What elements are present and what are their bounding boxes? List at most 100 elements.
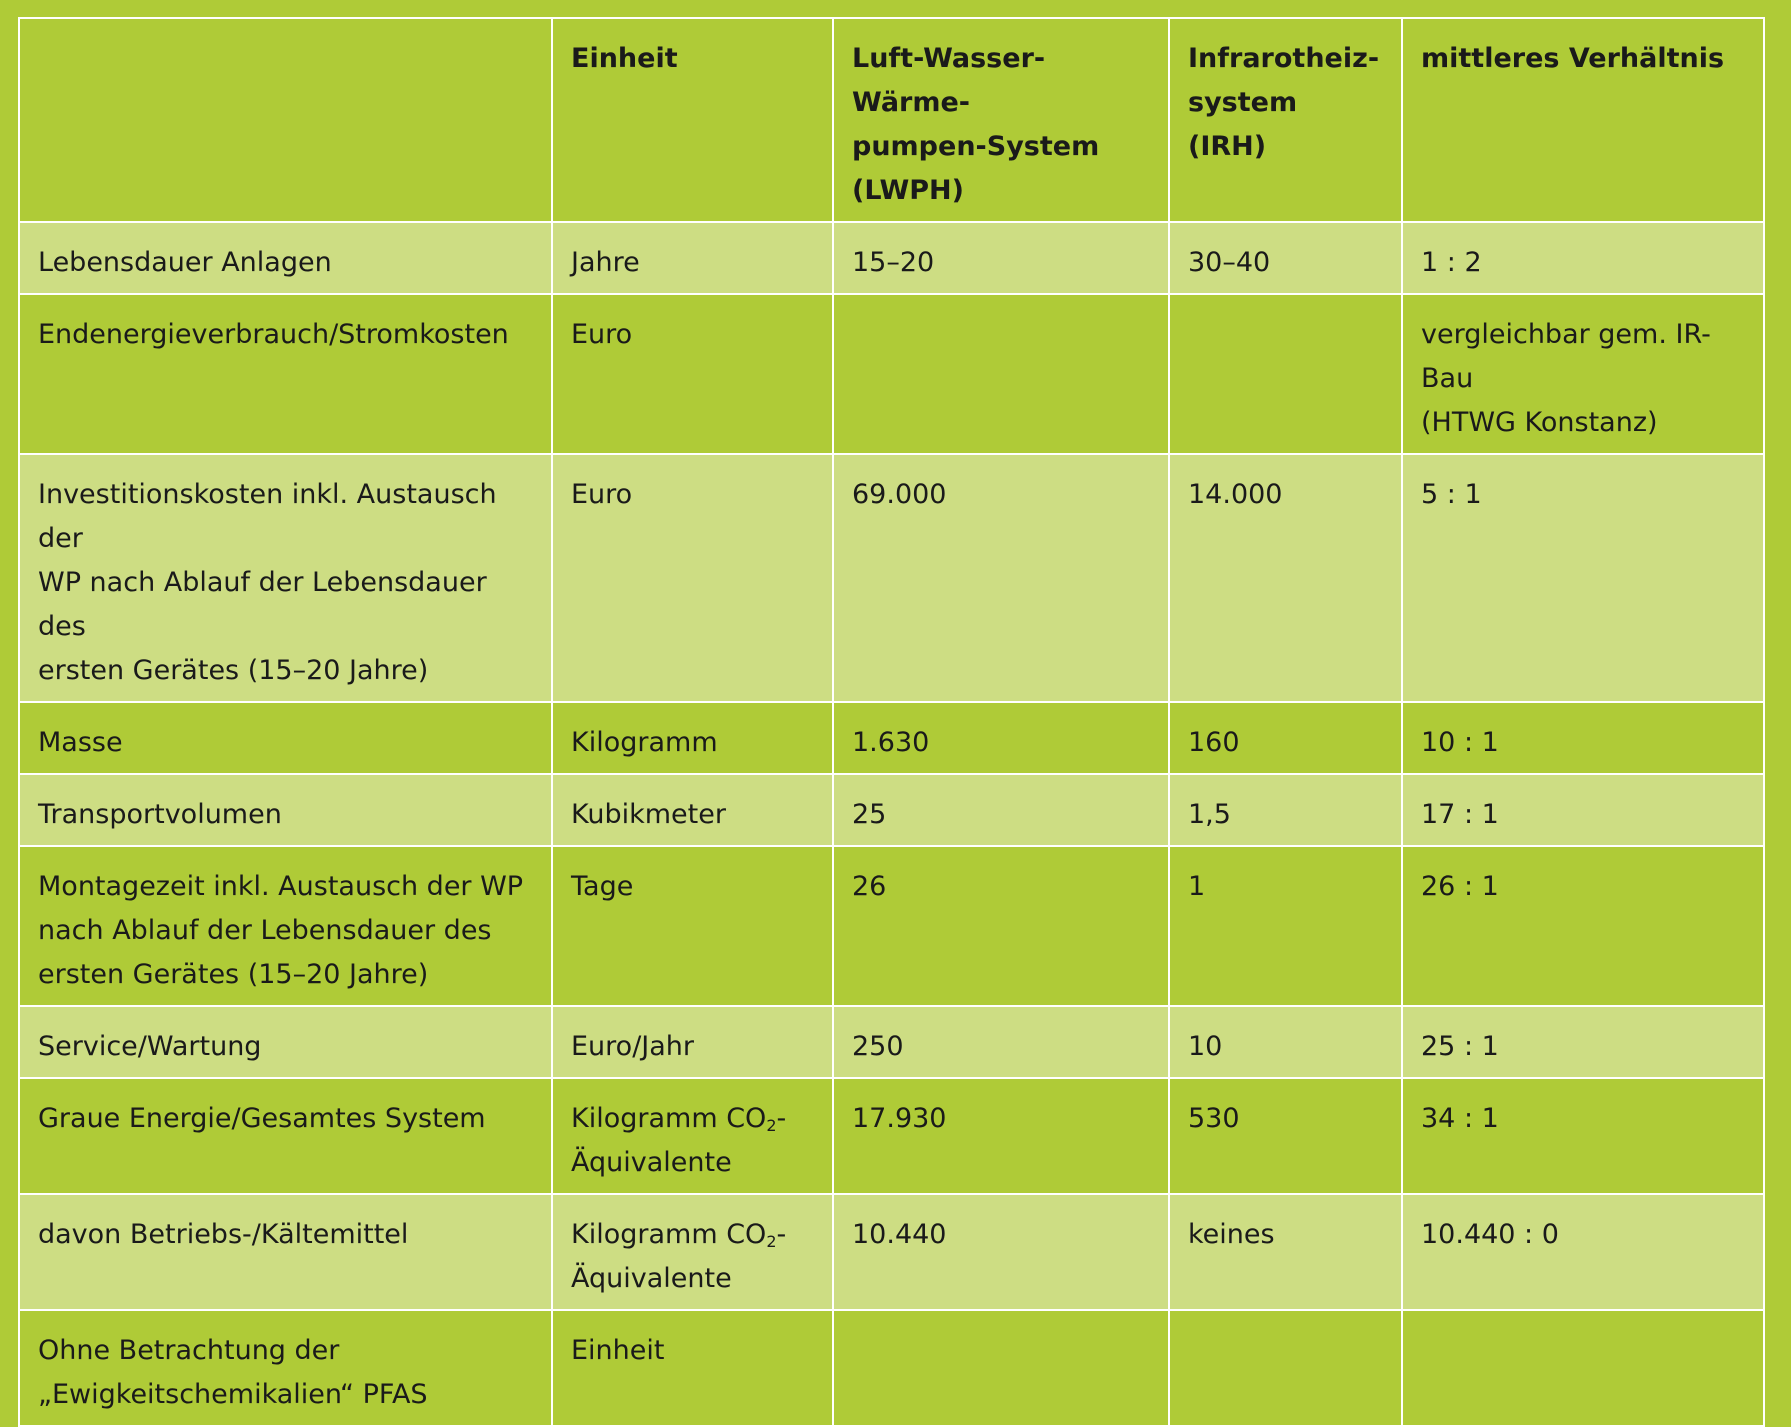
table-row: Lebensdauer Anlagen Jahre 15–20 30–40 1 … <box>18 221 1765 295</box>
table-row: davon Betriebs-/Kältemittel Kilogramm CO… <box>18 1193 1765 1311</box>
row-ratio-line: 5 : 1 <box>1421 479 1482 510</box>
row-label-line: Graue Energie/Gesamtes System <box>38 1103 486 1134</box>
row-label-line: Montagezeit inkl. Austausch der WP <box>38 871 524 902</box>
row-ratio <box>1401 1309 1765 1427</box>
header-lwph-line: pumpen-System <box>852 131 1100 162</box>
row-label-line: Masse <box>38 727 123 758</box>
row-label: Montagezeit inkl. Austausch der WP nach … <box>18 845 553 1007</box>
header-irh-line: system (IRH) <box>1188 87 1298 162</box>
row-lwph-value <box>832 293 1170 455</box>
header-lwph-line: Luft-Wasser-Wärme- <box>852 43 1046 118</box>
row-label-line: Ohne Betrachtung der <box>38 1335 340 1366</box>
row-label-line: „Ewigkeitschemikalien“ PFAS <box>38 1379 428 1410</box>
table-row: Montagezeit inkl. Austausch der WP nach … <box>18 845 1765 1007</box>
row-label: Service/Wartung <box>18 1005 553 1079</box>
table-row: Endenergieverbrauch/Stromkosten Euro ver… <box>18 293 1765 455</box>
row-label-line: ersten Gerätes (15–20 Jahre) <box>38 655 429 686</box>
row-label-line: WP nach Ablauf der Lebensdauer des <box>38 567 487 642</box>
header-irh-line: Infrarotheiz- <box>1188 43 1380 74</box>
row-ratio: 10.440 : 0 <box>1401 1193 1765 1311</box>
row-label: Investitionskosten inkl. Austausch der W… <box>18 453 553 703</box>
row-irh-value: 160 <box>1168 701 1403 775</box>
row-label: Masse <box>18 701 553 775</box>
row-ratio: 1 : 2 <box>1401 221 1765 295</box>
row-ratio-line: 26 : 1 <box>1421 871 1499 902</box>
row-label: Endenergieverbrauch/Stromkosten <box>18 293 553 455</box>
header-cell-unit: Einheit <box>551 17 834 223</box>
comparison-table: Einheit Luft-Wasser-Wärme- pumpen-System… <box>18 17 1765 1427</box>
row-ratio-line: (HTWG Konstanz) <box>1421 407 1658 438</box>
row-ratio-line: 25 : 1 <box>1421 1031 1499 1062</box>
table-row: Service/Wartung Euro/Jahr 250 10 25 : 1 <box>18 1005 1765 1079</box>
table-row: Investitionskosten inkl. Austausch der W… <box>18 453 1765 703</box>
row-ratio: vergleichbar gem. IR-Bau (HTWG Konstanz) <box>1401 293 1765 455</box>
row-ratio-line: 10 : 1 <box>1421 727 1499 758</box>
unit-text: - <box>776 1103 787 1134</box>
unit-text: Kilogramm CO <box>571 1103 767 1134</box>
row-ratio: 17 : 1 <box>1401 773 1765 847</box>
row-ratio: 10 : 1 <box>1401 701 1765 775</box>
table-row: Graue Energie/Gesamtes System Kilogramm … <box>18 1077 1765 1195</box>
row-lwph-value: 25 <box>832 773 1170 847</box>
row-irh-value <box>1168 1309 1403 1427</box>
row-label: Lebensdauer Anlagen <box>18 221 553 295</box>
row-unit-line: Kilogramm CO2- <box>571 1213 814 1257</box>
row-irh-value: 1 <box>1168 845 1403 1007</box>
row-unit: Kilogramm CO2- Äquivalente <box>551 1193 834 1311</box>
row-label-line: nach Ablauf der Lebensdauer des <box>38 915 492 946</box>
row-ratio: 25 : 1 <box>1401 1005 1765 1079</box>
row-unit-line: Äquivalente <box>571 1263 732 1294</box>
row-label: davon Betriebs-/Kältemittel <box>18 1193 553 1311</box>
row-label-line: Service/Wartung <box>38 1031 262 1062</box>
row-irh-value: 30–40 <box>1168 221 1403 295</box>
row-lwph-value: 15–20 <box>832 221 1170 295</box>
row-unit: Euro <box>551 453 834 703</box>
row-lwph-value: 17.930 <box>832 1077 1170 1195</box>
row-label: Graue Energie/Gesamtes System <box>18 1077 553 1195</box>
row-irh-value: 10 <box>1168 1005 1403 1079</box>
table-row: Masse Kilogramm 1.630 160 10 : 1 <box>18 701 1765 775</box>
header-cell-irh: Infrarotheiz- system (IRH) <box>1168 17 1403 223</box>
row-unit: Tage <box>551 845 834 1007</box>
unit-text: Kilogramm CO <box>571 1219 767 1250</box>
header-lwph-line: (LWPH) <box>852 175 964 206</box>
header-cell-ratio: mittleres Verhältnis <box>1401 17 1765 223</box>
row-lwph-value <box>832 1309 1170 1427</box>
row-lwph-value: 26 <box>832 845 1170 1007</box>
row-label-line: Transportvolumen <box>38 799 282 830</box>
row-ratio-line: 17 : 1 <box>1421 799 1499 830</box>
table-row: Transportvolumen Kubikmeter 25 1,5 17 : … <box>18 773 1765 847</box>
unit-subscript: 2 <box>766 1116 777 1135</box>
row-label-line: ersten Gerätes (15–20 Jahre) <box>38 959 429 990</box>
row-lwph-value: 10.440 <box>832 1193 1170 1311</box>
table-header-row: Einheit Luft-Wasser-Wärme- pumpen-System… <box>18 17 1765 223</box>
row-unit: Euro <box>551 293 834 455</box>
row-irh-value: 1,5 <box>1168 773 1403 847</box>
row-ratio: 26 : 1 <box>1401 845 1765 1007</box>
row-unit: Kubikmeter <box>551 773 834 847</box>
row-lwph-value: 69.000 <box>832 453 1170 703</box>
row-ratio-line: 34 : 1 <box>1421 1103 1499 1134</box>
header-cell-empty <box>18 17 553 223</box>
table-row: Ohne Betrachtung der „Ewigkeitschemikali… <box>18 1309 1765 1427</box>
row-lwph-value: 250 <box>832 1005 1170 1079</box>
unit-text: - <box>776 1219 787 1250</box>
row-label: Ohne Betrachtung der „Ewigkeitschemikali… <box>18 1309 553 1427</box>
row-label: Transportvolumen <box>18 773 553 847</box>
row-unit: Einheit <box>551 1309 834 1427</box>
row-label-line: davon Betriebs-/Kältemittel <box>38 1219 409 1250</box>
row-unit: Jahre <box>551 221 834 295</box>
row-lwph-value: 1.630 <box>832 701 1170 775</box>
row-irh-value <box>1168 293 1403 455</box>
row-unit-line: Äquivalente <box>571 1147 732 1178</box>
row-label-line: Investitionskosten inkl. Austausch der <box>38 479 497 554</box>
row-label-line: Endenergieverbrauch/Stromkosten <box>38 319 509 350</box>
row-ratio: 34 : 1 <box>1401 1077 1765 1195</box>
row-ratio-line: vergleichbar gem. IR-Bau <box>1421 319 1711 394</box>
row-label-line: Lebensdauer Anlagen <box>38 247 332 278</box>
row-unit-line: Kilogramm CO2- <box>571 1097 814 1141</box>
row-ratio-line: 1 : 2 <box>1421 247 1482 278</box>
row-irh-value: 530 <box>1168 1077 1403 1195</box>
unit-subscript: 2 <box>766 1232 777 1251</box>
row-ratio: 5 : 1 <box>1401 453 1765 703</box>
